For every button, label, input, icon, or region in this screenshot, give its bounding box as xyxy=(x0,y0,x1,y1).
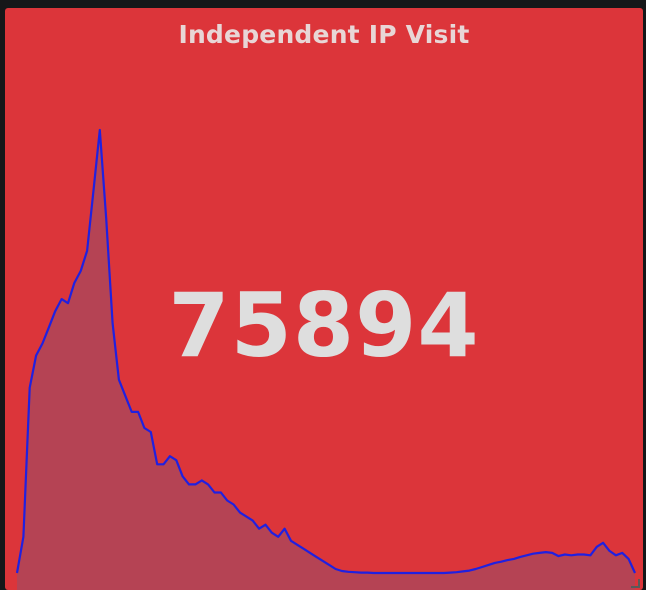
singlestat-panel[interactable]: Independent IP Visit 75894 xyxy=(5,8,643,590)
sparkline-area xyxy=(17,130,635,590)
sparkline-line xyxy=(15,128,637,575)
panel-title[interactable]: Independent IP Visit xyxy=(178,20,470,49)
sparkline-chart xyxy=(15,128,637,590)
resize-handle[interactable] xyxy=(631,579,640,588)
stat-value: 75894 xyxy=(168,274,480,377)
